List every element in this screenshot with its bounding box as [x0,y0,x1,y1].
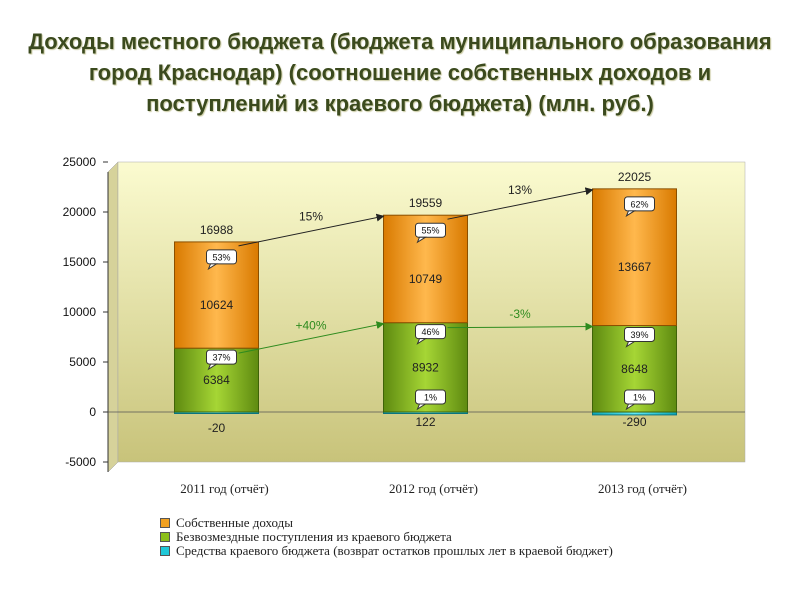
legend-label: Средства краевого бюджета (возврат остат… [176,543,613,558]
value-label-returns: 122 [415,415,435,429]
legend-swatch [160,546,170,556]
percent-label-own-revenue-box [415,222,446,238]
y-tick-label: 5000 [69,355,96,369]
legend-item-own-revenue: Собственные доходы [160,516,720,530]
value-label-own-revenue: 13667 [618,260,652,274]
percent-label-transfers-pointer [625,341,637,348]
growth-label-transfers: +40% [295,318,326,332]
percent-label-returns: 1% [633,393,646,403]
y-tick-label: 0 [89,405,96,419]
chart-legend: Собственные доходы Безвозмездные поступл… [160,516,720,558]
x-tick-label: 2012 год (отчёт) [389,481,478,496]
value-label-transfers: 8648 [621,362,648,376]
percent-label-returns: 1% [424,393,437,403]
percent-label-transfers: 39% [630,330,648,340]
percent-label-returns-pointer [416,403,428,411]
percent-label-own-revenue: 55% [421,226,439,236]
total-label: 22025 [618,170,652,184]
percent-label-transfers-box [624,327,655,343]
legend-swatch [160,532,170,542]
legend-item-returns: Средства краевого бюджета (возврат остат… [160,544,720,558]
chart-title: Доходы местного бюджета (бюджета муницип… [28,29,772,116]
bar-segment-own-revenue [592,188,677,327]
legend-item-transfers: Безвозмездные поступления из краевого бю… [160,530,720,544]
y-tick-label: 10000 [63,305,97,319]
y-tick-label: -5000 [65,455,96,469]
percent-label-transfers: 46% [421,327,439,337]
y-tick-label: 15000 [63,255,97,269]
percent-label-own-revenue: 53% [212,252,230,262]
percent-label-own-revenue-box [624,196,655,212]
growth-label-total: 15% [299,210,323,224]
percent-label-transfers-box [415,324,446,340]
percent-label-own-revenue: 62% [630,199,648,209]
growth-arrow-transfers [447,322,594,331]
percent-label-own-revenue-pointer [625,210,637,218]
x-tick-label: 2013 год (отчёт) [598,481,687,496]
y-tick-label: 25000 [63,155,97,169]
plot-side-wall [107,161,119,473]
value-label-transfers: 6384 [203,373,230,387]
percent-label-transfers-pointer [207,363,219,371]
percent-label-returns-box [624,389,655,405]
legend-label: Собственные доходы [176,516,294,530]
percent-label-own-revenue-pointer [416,236,428,244]
percent-label-own-revenue-pointer [207,263,219,271]
percent-label-transfers-pointer [416,338,428,345]
percent-label-returns-box [415,389,446,405]
x-tick-label: 2011 год (отчёт) [180,481,268,496]
legend-label: Безвозмездные поступления из краевого бю… [176,529,452,544]
growth-label-total: 13% [508,183,532,197]
percent-label-transfers: 37% [212,353,230,363]
percent-label-transfers-box [206,349,237,365]
value-label-own-revenue: 10749 [409,272,443,286]
value-label-transfers: 8932 [412,360,439,374]
total-label: 19559 [409,196,443,210]
growth-arrow-total [238,213,385,247]
growth-arrow-transfers [238,321,385,354]
total-label: 16988 [200,223,234,237]
legend-swatch [160,518,170,528]
value-label-own-revenue: 10624 [200,298,234,312]
value-label-returns: -290 [622,415,646,429]
growth-arrow-total [447,187,594,220]
percent-label-own-revenue-box [206,249,237,265]
value-label-returns: -20 [208,421,226,435]
percent-label-returns-pointer [625,403,637,411]
y-tick-label: 20000 [63,205,97,219]
growth-label-transfers: -3% [509,307,531,321]
